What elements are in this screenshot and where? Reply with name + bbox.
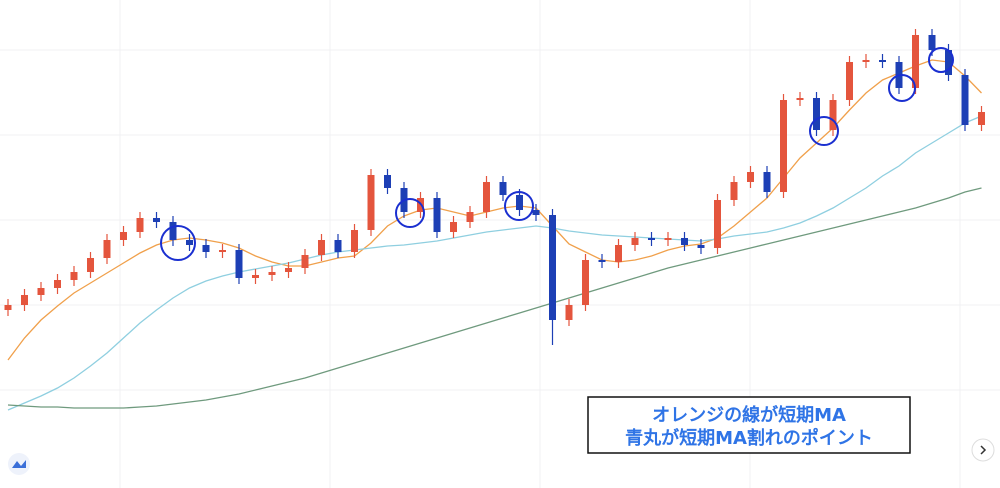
candle-body [483, 182, 490, 212]
candle-body [433, 198, 441, 232]
candle-body [598, 260, 606, 262]
candle-body [136, 218, 144, 232]
candle-body [978, 112, 985, 125]
candle-body [70, 272, 78, 280]
candle-body [169, 222, 177, 240]
ma-line [7, 187, 982, 409]
logo-icon [12, 460, 26, 468]
candle-body [202, 245, 210, 252]
candle-body [664, 238, 672, 240]
candle-body [21, 295, 28, 305]
candle-body [648, 238, 655, 240]
candle-body [285, 268, 292, 272]
candle-body [252, 275, 259, 278]
candle-body [846, 62, 853, 100]
candle-body [829, 100, 837, 130]
highlight-circle [888, 74, 916, 102]
candle-body [153, 218, 160, 222]
candle-body [351, 230, 358, 252]
annotation-box [587, 396, 911, 454]
candle-body [879, 60, 886, 62]
candle-body [235, 250, 243, 278]
candle-body [961, 75, 969, 125]
candle-body [499, 182, 507, 195]
logo[interactable] [8, 453, 30, 475]
highlight-circle [809, 116, 839, 146]
candle-body [631, 238, 639, 245]
candle-body [532, 210, 540, 215]
candle-body [763, 172, 771, 192]
candle-body [37, 288, 45, 295]
candle-body [54, 280, 61, 288]
candle-body [945, 50, 952, 75]
ma-line [7, 115, 982, 411]
candle-body [912, 35, 919, 88]
highlight-circle [928, 47, 954, 73]
candle-body [615, 245, 622, 262]
scroll-button[interactable] [971, 438, 995, 462]
candle-body [450, 222, 457, 232]
candle-body [549, 215, 556, 320]
plot-area [4, 29, 985, 411]
candle-body [516, 195, 523, 210]
candle-body [862, 60, 870, 62]
candle-body [186, 240, 193, 245]
highlight-circle [395, 198, 425, 228]
candle-body [747, 172, 754, 182]
candle-body [219, 250, 226, 252]
button-bg [971, 438, 995, 462]
candle-body [103, 240, 111, 258]
circles [160, 47, 954, 261]
candle-body [466, 212, 474, 222]
candle-body [120, 232, 127, 240]
candle-body [268, 272, 276, 275]
candle-body [334, 240, 342, 252]
candle-body [780, 100, 787, 192]
candle-body [813, 98, 820, 130]
candle-body [730, 182, 738, 200]
candle-body [796, 98, 804, 100]
candle-body [928, 35, 936, 50]
candle-body [582, 260, 589, 305]
candle-body [4, 305, 12, 310]
annotation-text: 青丸が短期MA割れのポイント [625, 427, 873, 449]
candle-body [714, 200, 721, 248]
candle-body [681, 238, 688, 245]
candle-body [384, 175, 391, 188]
ma-line [7, 59, 982, 361]
highlight-circle [504, 191, 534, 221]
candle-body [565, 305, 573, 320]
button-arrow [980, 445, 987, 455]
candle-body [301, 255, 309, 268]
annotation-text: オレンジの線が短期MA [652, 404, 846, 426]
candle-body [367, 175, 375, 230]
candle-body [318, 240, 325, 255]
highlight-circle [160, 225, 196, 261]
candle-body [697, 245, 705, 248]
candle-body [87, 258, 94, 272]
